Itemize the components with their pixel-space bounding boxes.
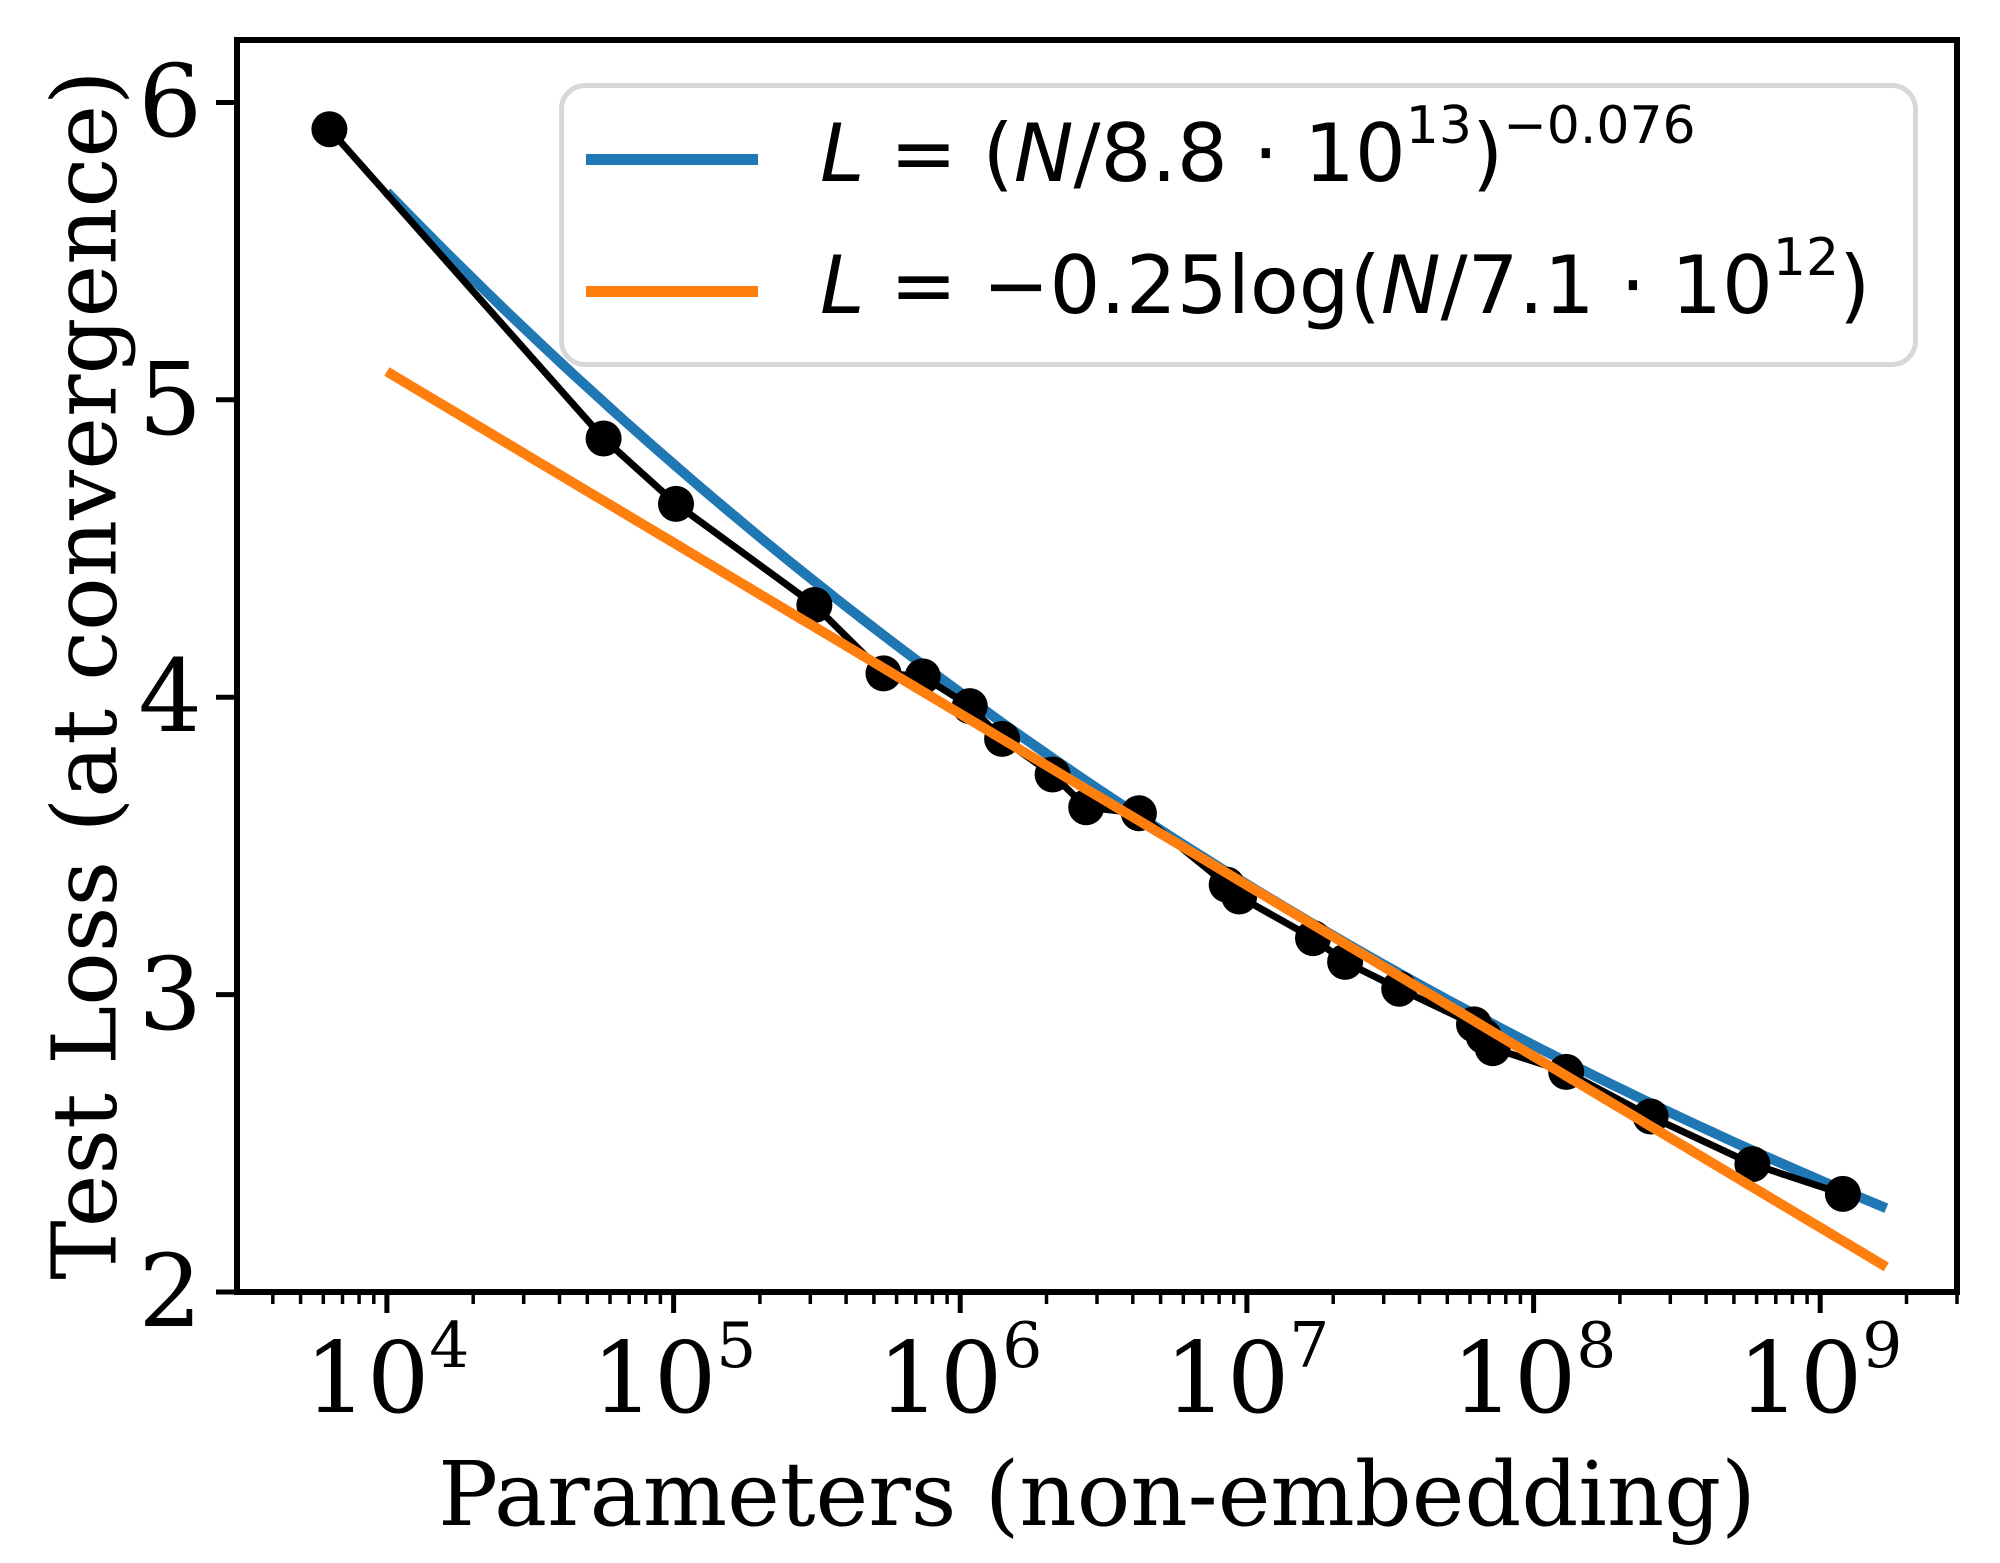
x-axis-tick-label: 104 bbox=[304, 1309, 470, 1436]
legend-label: L = −0.25log(N/7.1 ⋅ 1012) bbox=[820, 228, 1871, 332]
x-axis-tick-label: 108 bbox=[1451, 1309, 1617, 1436]
y-axis-title: Test Loss (at convergence) bbox=[32, 70, 137, 1280]
power-law-fit-sample-line bbox=[586, 153, 758, 165]
legend-label: L = (N/8.8 ⋅ 1013)−0.076 bbox=[820, 96, 1696, 200]
log-fit-sample-line bbox=[586, 285, 758, 297]
log-fit-line bbox=[384, 367, 1889, 1272]
x-axis-tick-label: 109 bbox=[1737, 1309, 1903, 1436]
legend-item-log-fit: L = −0.25log(N/7.1 ⋅ 1012) bbox=[586, 228, 1870, 346]
x-axis-tick-label: 107 bbox=[1164, 1309, 1330, 1436]
y-axis-tick-label: 5 bbox=[138, 341, 202, 458]
y-axis-tick-label: 4 bbox=[138, 638, 202, 755]
data-point bbox=[1824, 1175, 1861, 1212]
data-point bbox=[796, 587, 833, 623]
legend-box: L = (N/8.8 ⋅ 1013)−0.076 L = −0.25log(N/7… bbox=[559, 83, 1918, 367]
data-point bbox=[311, 111, 348, 148]
data-point bbox=[585, 420, 622, 457]
y-axis-tick-label: 3 bbox=[138, 936, 202, 1053]
x-axis-tick-label: 105 bbox=[591, 1309, 757, 1436]
x-axis-title: Parameters (non-embedding) bbox=[438, 1442, 1756, 1546]
x-axis-tick-label: 106 bbox=[877, 1309, 1043, 1436]
y-axis-tick-label: 2 bbox=[138, 1233, 202, 1350]
y-axis-tick-label: 6 bbox=[138, 43, 202, 160]
legend-item-power-law-fit: L = (N/8.8 ⋅ 1013)−0.076 bbox=[586, 96, 1696, 214]
data-point bbox=[658, 485, 694, 522]
data-point bbox=[1734, 1146, 1771, 1183]
